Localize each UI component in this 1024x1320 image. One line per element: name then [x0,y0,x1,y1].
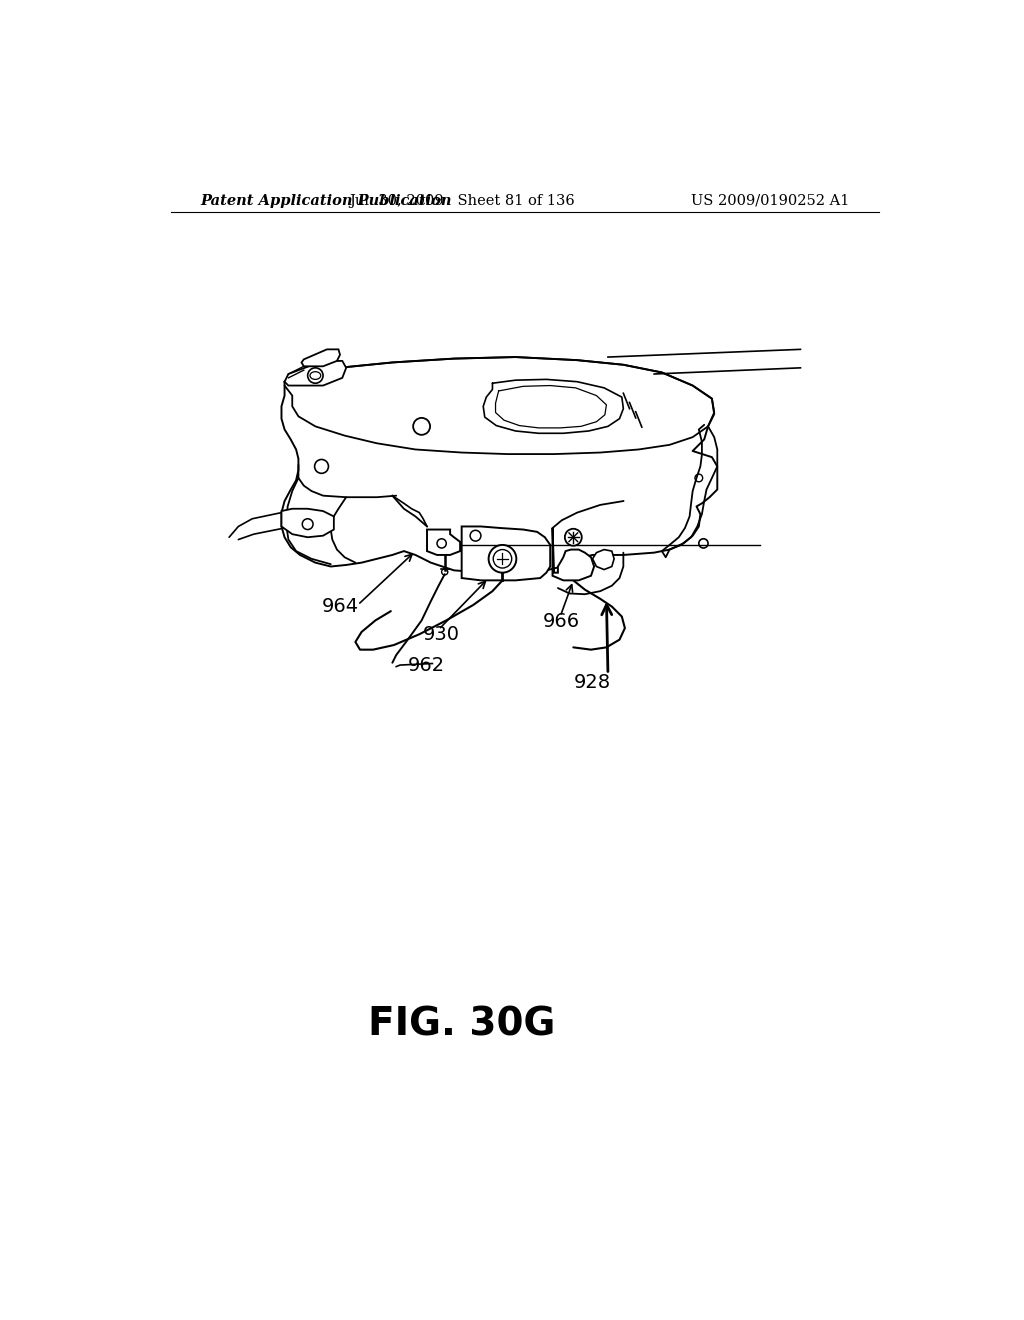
Polygon shape [282,508,334,537]
Polygon shape [285,360,346,385]
Polygon shape [301,350,340,367]
Polygon shape [593,549,614,570]
Text: 962: 962 [408,656,444,675]
Text: 930: 930 [423,624,460,644]
Text: Jul. 30, 2009   Sheet 81 of 136: Jul. 30, 2009 Sheet 81 of 136 [349,194,574,207]
Polygon shape [427,529,460,554]
Circle shape [488,545,516,573]
Text: Patent Application Publication: Patent Application Publication [200,194,452,207]
Circle shape [565,529,582,545]
Polygon shape [462,527,550,581]
Text: US 2009/0190252 A1: US 2009/0190252 A1 [691,194,850,207]
Polygon shape [553,528,594,581]
Text: 966: 966 [543,612,580,631]
Circle shape [494,549,512,568]
Text: 928: 928 [573,672,610,692]
Text: 964: 964 [322,597,358,616]
Text: FIG. 30G: FIG. 30G [368,1006,555,1044]
